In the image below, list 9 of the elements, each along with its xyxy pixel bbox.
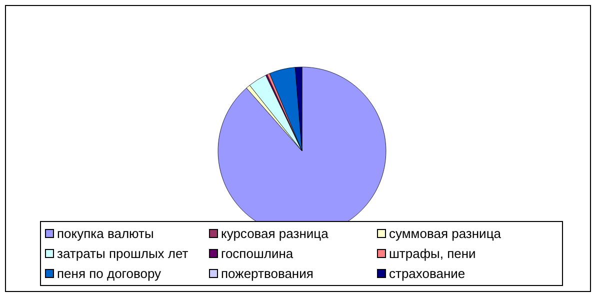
legend-label: госпошлина	[221, 246, 294, 261]
legend-label: покупка валюты	[57, 226, 154, 241]
legend-label: пожертвования	[221, 266, 314, 281]
legend-label: курсовая разница	[221, 226, 328, 241]
legend-label: пеня по договору	[57, 266, 162, 281]
legend-label: затраты прошлых лет	[57, 246, 188, 261]
legend-label: страхование	[389, 266, 466, 281]
legend-label: штрафы, пени	[389, 246, 476, 261]
legend-label: суммовая разница	[389, 226, 501, 241]
